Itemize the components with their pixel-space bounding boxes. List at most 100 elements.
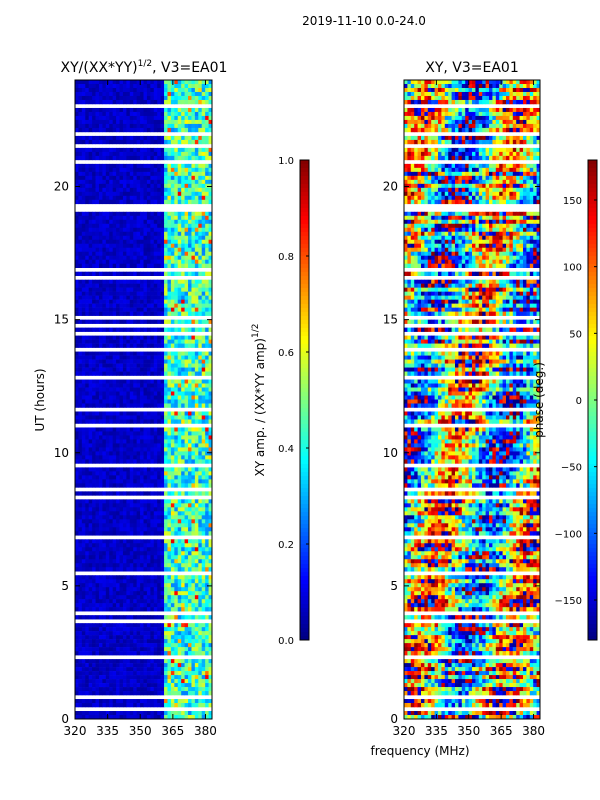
heatmap-cell (157, 231, 162, 237)
heatmap-cell (105, 171, 110, 177)
heatmap-cell (181, 395, 185, 400)
heatmap-cell (98, 259, 103, 265)
heatmap-cell (105, 343, 110, 348)
heatmap-cell (116, 595, 120, 600)
heatmap-cell (98, 231, 103, 237)
heatmap-cell (188, 215, 192, 221)
heatmap-cell (78, 211, 83, 217)
heatmap-cell (85, 567, 90, 572)
heatmap-cell (194, 80, 199, 85)
heatmap-cell (177, 339, 182, 344)
heatmap-cell (119, 279, 124, 284)
heatmap-cell (208, 523, 213, 528)
heatmap-cell (98, 567, 103, 572)
heatmap-cell (174, 343, 179, 348)
heatmap-cell (160, 607, 165, 612)
heatmap-cell (136, 615, 141, 620)
heatmap-cell (129, 491, 134, 496)
heatmap-cell (116, 643, 120, 648)
heatmap-cell (150, 635, 155, 640)
heatmap-cell (184, 187, 189, 193)
heatmap-cell (126, 455, 131, 460)
heatmap-cell (112, 363, 117, 368)
heatmap-cell (150, 643, 155, 648)
heatmap-cell (174, 179, 179, 185)
heatmap-cell (92, 439, 96, 444)
heatmap-cell (194, 99, 199, 105)
heatmap-cell (153, 351, 158, 356)
heatmap-cell (133, 567, 138, 572)
heatmap-cell (194, 547, 199, 552)
heatmap-cell (122, 499, 127, 504)
heatmap-cell (95, 579, 100, 584)
heatmap-cell (143, 327, 148, 332)
heatmap-cell (205, 603, 209, 608)
heatmap-cell (164, 471, 168, 476)
heatmap-cell (198, 355, 203, 360)
heatmap-cell (153, 475, 158, 480)
heatmap-cell (146, 587, 151, 592)
heatmap-cell (181, 623, 185, 628)
heatmap-cell (205, 563, 209, 568)
heatmap-cell (198, 259, 203, 265)
heatmap-cell (164, 427, 168, 432)
heatmap-cell (116, 467, 120, 472)
heatmap-cell (194, 335, 199, 340)
heatmap-cell (160, 595, 165, 600)
heatmap-cell (194, 503, 199, 508)
heatmap-cell (102, 167, 107, 173)
heatmap-cell (75, 247, 79, 253)
heatmap-cell (95, 523, 100, 528)
heatmap-cell (88, 243, 93, 249)
heatmap-cell (112, 551, 117, 556)
heatmap-cell (164, 147, 168, 153)
heatmap-cell (150, 391, 155, 396)
heatmap-cell (184, 643, 189, 648)
heatmap-cell (177, 615, 182, 620)
heatmap-cell (112, 355, 117, 360)
heatmap-cell (188, 667, 192, 672)
heatmap-cell (201, 455, 206, 460)
heatmap-cell (164, 99, 168, 105)
heatmap-cell (157, 579, 162, 584)
heatmap-cell (140, 239, 144, 245)
heatmap-cell (95, 255, 100, 261)
heatmap-cell (95, 231, 100, 237)
heatmap-cell (174, 455, 179, 460)
heatmap-cell (109, 603, 114, 608)
heatmap-cell (181, 151, 185, 157)
heatmap-cell (150, 191, 155, 197)
heatmap-cell (150, 411, 155, 416)
heatmap-cell (167, 127, 172, 133)
heatmap-cell (109, 127, 114, 133)
heatmap-cell (177, 511, 182, 516)
heatmap-cell (208, 80, 213, 85)
heatmap-cell (105, 415, 110, 420)
heatmap-cell (129, 243, 134, 249)
heatmap-cell (143, 139, 148, 145)
heatmap-cell (98, 359, 103, 364)
heatmap-cell (116, 263, 120, 268)
heatmap-cell (92, 219, 96, 225)
heatmap-cell (188, 279, 192, 284)
heatmap-cell (105, 223, 110, 229)
heatmap-cell (160, 223, 165, 229)
heatmap-cell (153, 399, 158, 404)
heatmap-cell (143, 215, 148, 221)
heatmap-cell (153, 379, 158, 384)
heatmap-cell (205, 87, 209, 93)
heatmap-cell (150, 243, 155, 249)
heatmap-cell (126, 187, 131, 193)
heatmap-cell (126, 639, 131, 644)
heatmap-cell (105, 215, 110, 221)
heatmap-cell (136, 639, 141, 644)
heatmap-cell (191, 299, 196, 304)
heatmap-cell (133, 83, 138, 89)
heatmap-cell (177, 235, 182, 241)
heatmap-cell (157, 355, 162, 360)
heatmap-cell (177, 467, 182, 472)
heatmap-cell (92, 379, 96, 384)
heatmap-cell (85, 91, 90, 97)
heatmap-cell (140, 615, 144, 620)
heatmap-cell (184, 111, 189, 117)
